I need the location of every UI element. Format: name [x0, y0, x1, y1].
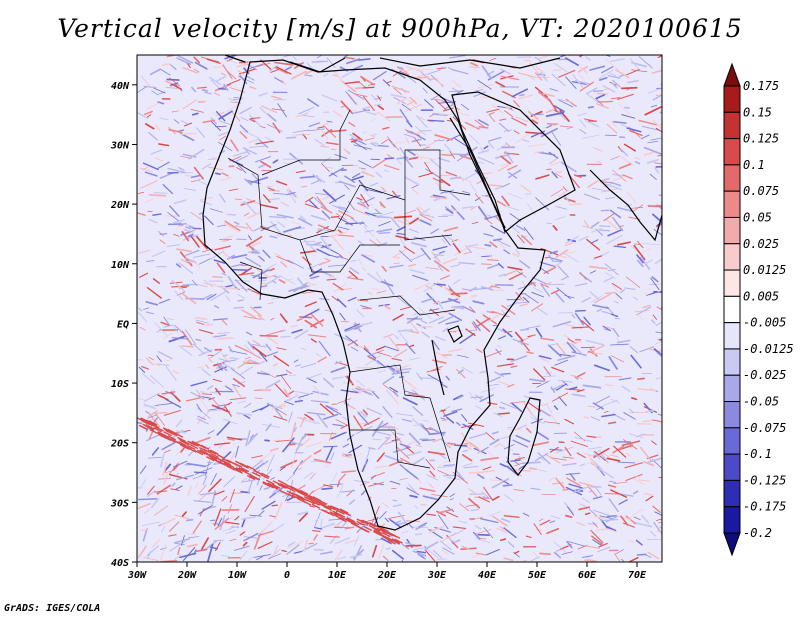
colorbar-swatch	[723, 479, 741, 508]
colorbar-swatch	[723, 216, 741, 245]
lake-tanganyika	[431, 339, 445, 396]
madagascar-coastline	[507, 397, 541, 476]
colorbar-swatch	[723, 295, 741, 324]
africa-coastline	[202, 59, 546, 531]
colorbar-label: -0.075	[743, 421, 786, 435]
lon-label: 50E	[528, 570, 547, 581]
colorbar-label: 0.075	[743, 184, 779, 198]
lake-victoria	[447, 325, 463, 343]
colorbar-label: -0.0125	[743, 342, 794, 356]
colorbar-swatch	[723, 374, 741, 403]
colorbar-label: 0.005	[743, 289, 779, 303]
latitude-axis: 40N 30N 20N 10N EQ 10S 20S 30S 40S	[110, 81, 137, 569]
longitude-axis: 30W 20W 10W 0 10E 20E 30E 40E 50E 60E 70E	[127, 562, 647, 581]
colorbar-label: 0.0125	[743, 263, 786, 277]
india-coastline	[589, 169, 662, 242]
colorbar-label: -0.025	[743, 368, 786, 382]
vertical-velocity-field	[137, 55, 662, 562]
lon-label: 30W	[127, 570, 147, 581]
lat-label: 40N	[111, 81, 130, 92]
lat-label: 10N	[111, 260, 130, 271]
colorbar-swatch	[723, 138, 741, 166]
colorbar-label: 0.175	[743, 79, 779, 93]
lon-label: 60E	[578, 570, 597, 581]
country-borders	[227, 109, 471, 469]
colorbar-swatch	[723, 111, 741, 140]
colorbar-label: 0.025	[743, 237, 779, 251]
colorbar-label: -0.175	[743, 500, 786, 514]
lat-label: EQ	[117, 319, 129, 330]
grads-credit: GrADS: IGES/COLA	[4, 603, 101, 614]
lon-label: 70E	[628, 570, 647, 581]
lat-label: 30S	[110, 498, 129, 509]
colorbar-swatch	[723, 164, 741, 192]
red-sea-coast	[449, 117, 506, 229]
border-lines	[227, 109, 471, 469]
colorbar-swatch	[723, 401, 741, 429]
colorbar-swatch	[723, 427, 741, 455]
colorbar-swatch	[723, 453, 741, 481]
map-frame	[136, 54, 663, 563]
lon-label: 40E	[478, 570, 497, 581]
map-title: Vertical velocity [m/s] at 900hPa, VT: 2…	[57, 14, 743, 43]
colorbar: 0.175 0.15 0.125 0.1 0.075 0.05 0.025 0.0125 0.0…	[723, 62, 794, 557]
colorbar-label: 0.125	[743, 132, 779, 146]
colorbar-swatch	[723, 269, 741, 297]
arabia-coastline	[451, 91, 576, 234]
lat-label: 20N	[110, 200, 130, 211]
colorbar-label: -0.005	[743, 316, 786, 330]
lat-label: 20S	[110, 439, 129, 450]
colorbar-swatch	[723, 532, 741, 557]
lon-label: 20E	[377, 570, 397, 581]
colorbar-swatch	[723, 190, 741, 218]
lon-label: 10E	[328, 570, 347, 581]
colorbar-swatch	[723, 243, 741, 271]
europe-coastline	[224, 55, 561, 73]
colorbar-label: 0.1	[743, 158, 765, 172]
lon-label: 20W	[177, 570, 197, 581]
colorbar-label: -0.125	[743, 473, 786, 487]
colorbar-swatch	[723, 506, 741, 534]
field-background	[137, 55, 662, 562]
lon-label: 30E	[427, 570, 447, 581]
lon-label: 10W	[228, 570, 247, 581]
velocity-streaks	[137, 55, 662, 562]
colorbar-swatch	[723, 62, 741, 87]
colorbar-label: -0.05	[743, 395, 779, 409]
colorbar-swatch	[723, 85, 741, 113]
lon-label: 0	[284, 570, 290, 581]
lat-label: 10S	[111, 379, 129, 390]
colorbar-label: -0.1	[743, 447, 772, 461]
colorbar-swatch	[723, 348, 741, 376]
lat-label: 40S	[111, 558, 129, 569]
colorbar-swatch	[723, 322, 741, 350]
colorbar-label: 0.05	[743, 210, 772, 224]
coastlines	[202, 55, 662, 531]
colorbar-label: -0.2	[743, 526, 772, 540]
lat-label: 30N	[110, 140, 130, 151]
colorbar-label: 0.15	[743, 105, 772, 119]
